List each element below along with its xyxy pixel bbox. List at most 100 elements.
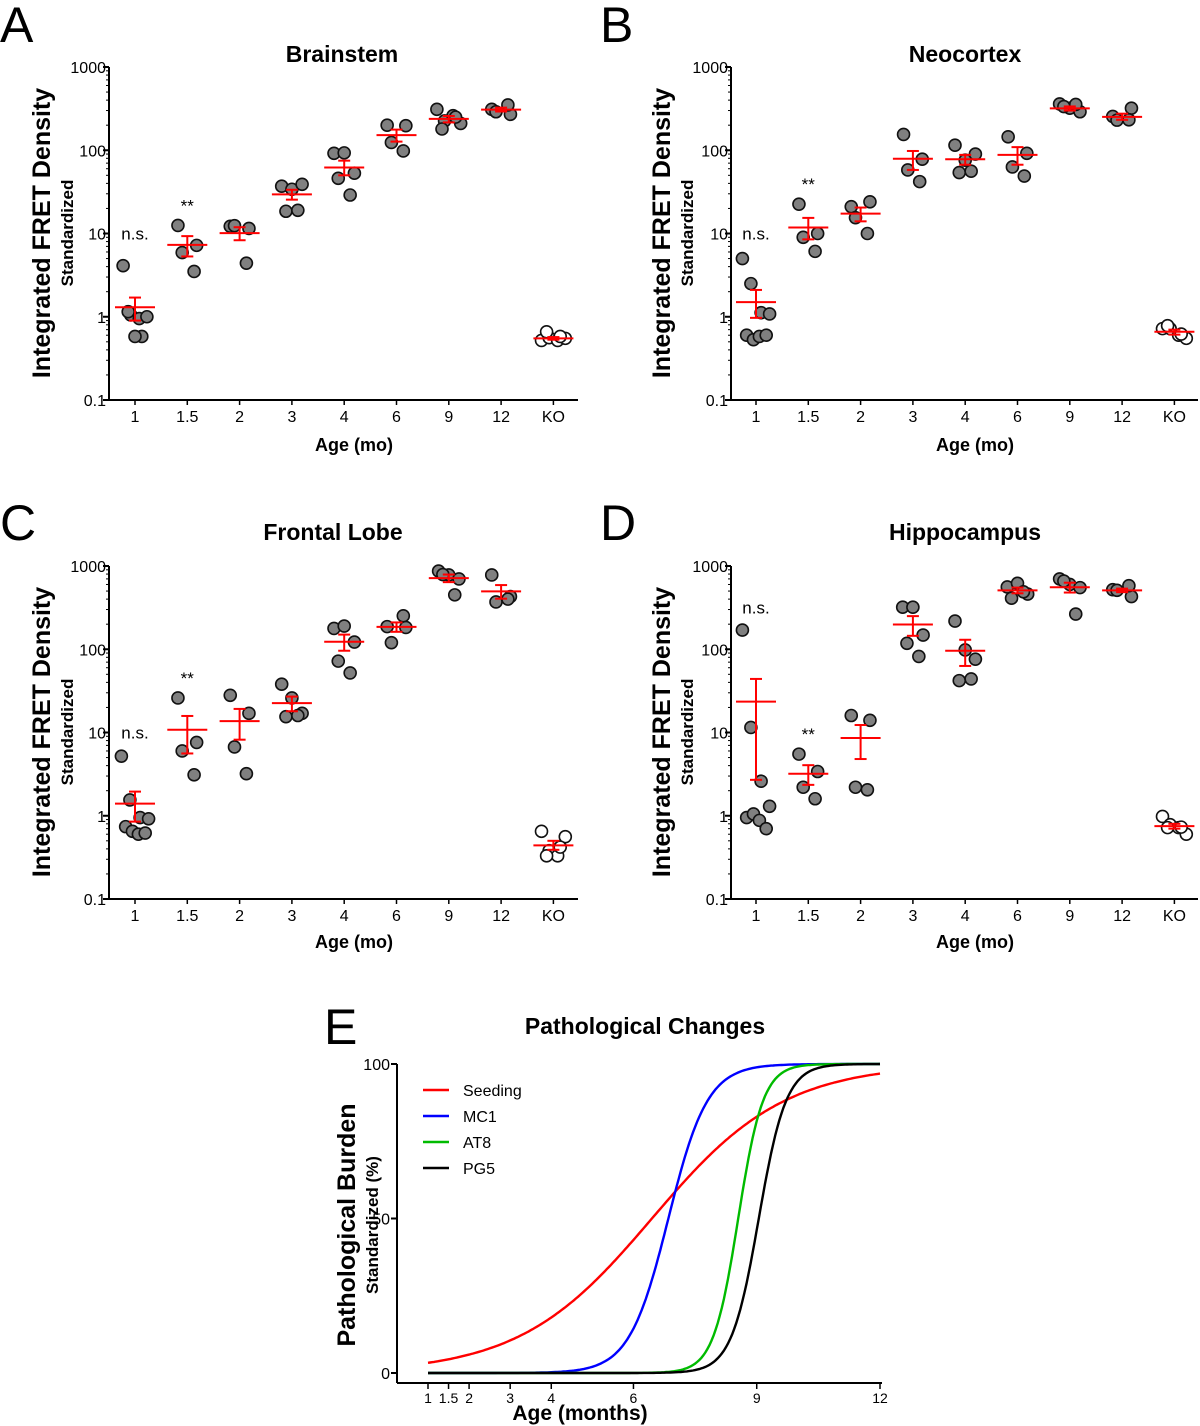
y-tick-label: 1000 xyxy=(70,559,106,576)
data-point xyxy=(279,709,293,724)
data-point xyxy=(906,600,920,614)
chart-title: Neocortex xyxy=(909,41,1022,67)
x-tick-label: 9 xyxy=(1065,908,1074,925)
data-point xyxy=(116,258,130,273)
data-point-ko xyxy=(539,324,554,339)
data-point xyxy=(227,740,242,754)
data-point xyxy=(1068,607,1083,621)
data-point xyxy=(759,328,774,343)
y-tick-label: 1000 xyxy=(692,60,728,77)
data-point xyxy=(810,764,825,779)
y-tick-label: 0.1 xyxy=(84,892,106,909)
x-tick-label: 4 xyxy=(340,409,349,426)
data-point xyxy=(860,782,875,797)
x-tick-label: 1.5 xyxy=(797,409,819,426)
y-tick-label: 50 xyxy=(372,1212,390,1229)
x-axis-label: Age (mo) xyxy=(936,932,1014,952)
y-tick-label: 0.1 xyxy=(706,393,728,410)
y-tick-label: 100 xyxy=(79,143,106,160)
x-tick-label: 12 xyxy=(872,1390,888,1406)
x-axis-label: Age (mo) xyxy=(315,932,393,952)
data-point xyxy=(964,672,978,686)
panel-e-pathological-changes: E Pathological Changes Pathological Burd… xyxy=(324,999,888,1425)
significance-stars: ** xyxy=(181,196,195,215)
x-tick-label: 6 xyxy=(630,1390,638,1406)
data-point xyxy=(396,144,411,158)
data-point xyxy=(171,691,185,705)
data-point xyxy=(863,195,877,209)
x-tick-label: 1.5 xyxy=(439,1390,459,1406)
y-axis-sublabel: Standardized xyxy=(678,180,697,287)
x-tick-label: 4 xyxy=(961,908,970,925)
not-significant-label: n.s. xyxy=(742,225,769,244)
data-point xyxy=(948,614,962,628)
data-point xyxy=(952,165,967,180)
x-tick-label: 9 xyxy=(444,908,453,925)
significance-stars: ** xyxy=(802,725,816,744)
y-tick-label: 10 xyxy=(710,726,728,743)
y-tick-label: 1 xyxy=(719,310,728,327)
x-tick-label: KO xyxy=(1163,908,1186,925)
data-point xyxy=(735,251,750,266)
x-tick-label: 9 xyxy=(1065,409,1074,426)
y-axis-sublabel: Standardized xyxy=(58,180,77,287)
y-tick-label: 10 xyxy=(710,227,728,244)
data-point xyxy=(242,706,256,721)
y-axis-label: Pathological Burden xyxy=(333,1103,361,1346)
data-point xyxy=(735,623,750,637)
x-tick-label: 6 xyxy=(392,908,401,925)
data-point xyxy=(1124,101,1139,115)
data-point xyxy=(759,821,774,836)
x-tick-label: 2 xyxy=(235,908,244,925)
data-point xyxy=(396,609,411,623)
data-point xyxy=(343,666,357,680)
chart-title: Pathological Changes xyxy=(525,1013,765,1039)
significance-stars: ** xyxy=(181,669,195,688)
data-point xyxy=(343,188,357,202)
y-tick-label: 0.1 xyxy=(84,393,106,410)
data-point xyxy=(968,652,983,666)
legend-label-pg5: PG5 xyxy=(463,1161,495,1178)
not-significant-label: n.s. xyxy=(742,599,769,618)
x-tick-label: 4 xyxy=(547,1390,555,1406)
x-tick-label: 6 xyxy=(392,409,401,426)
x-tick-label: 9 xyxy=(444,409,453,426)
data-point xyxy=(754,774,768,789)
y-tick-label: 1 xyxy=(719,809,728,826)
not-significant-label: n.s. xyxy=(121,225,148,244)
panel-letter: A xyxy=(0,0,34,53)
data-point xyxy=(187,768,201,782)
x-tick-label: 1 xyxy=(424,1390,432,1406)
x-tick-label: 3 xyxy=(908,908,917,925)
data-point xyxy=(141,811,156,826)
x-tick-label: KO xyxy=(1163,409,1186,426)
data-point xyxy=(331,654,346,668)
data-point-ko xyxy=(539,849,554,863)
data-point xyxy=(223,688,238,703)
x-tick-label: 9 xyxy=(753,1390,761,1406)
data-point xyxy=(239,766,254,781)
data-point xyxy=(860,226,875,241)
data-point xyxy=(430,102,444,117)
panel-d-hippocampus: D Hippocampus Integrated FRET Density St… xyxy=(600,495,1198,952)
data-point xyxy=(792,747,806,761)
data-point xyxy=(291,203,305,218)
x-tick-label: 12 xyxy=(1113,908,1131,925)
panel-letter: E xyxy=(324,999,357,1055)
x-tick-label: 4 xyxy=(340,908,349,925)
x-tick-label: 2 xyxy=(856,908,865,925)
panel-letter: C xyxy=(0,495,36,551)
panel-c-frontal-lobe: C Frontal Lobe Integrated FRET Density S… xyxy=(0,495,578,952)
data-point xyxy=(848,780,863,795)
data-point xyxy=(1001,130,1015,144)
y-axis-label: Integrated FRET Density xyxy=(648,587,676,877)
data-point xyxy=(291,708,305,723)
data-point xyxy=(844,708,859,723)
chart-title: Frontal Lobe xyxy=(263,519,402,545)
x-tick-label: 1 xyxy=(752,409,761,426)
data-point xyxy=(912,174,927,189)
data-point xyxy=(863,713,877,728)
data-point-ko xyxy=(553,840,568,854)
y-axis-label: Integrated FRET Density xyxy=(28,587,56,877)
